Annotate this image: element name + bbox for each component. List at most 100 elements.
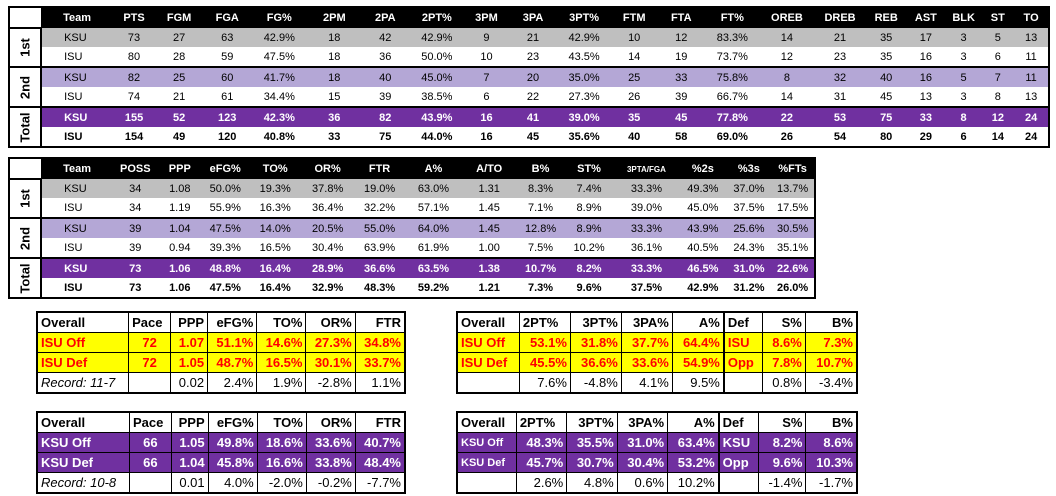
diff-cell: 7.6% xyxy=(518,372,571,394)
col-header: OR% xyxy=(305,411,356,433)
diff-cell: 0.6% xyxy=(616,472,669,494)
stat-cell: 50.0% xyxy=(201,179,250,198)
stat-cell: 33.3% xyxy=(613,258,680,278)
stat-cell: 45.5% xyxy=(518,352,571,373)
row-label: ISU Off xyxy=(456,332,520,353)
stat-cell: 35.6% xyxy=(557,127,611,148)
team-cell: KSU xyxy=(41,258,113,278)
stat-cell: 27.3% xyxy=(557,87,611,108)
stat-cell: 39 xyxy=(361,87,410,108)
stat-cell: 36.4% xyxy=(301,198,354,219)
stat-cell: 20.5% xyxy=(301,218,354,238)
diff-cell: -2.0% xyxy=(256,472,307,494)
col-header: A% xyxy=(671,311,725,333)
stat-cell: 41.7% xyxy=(251,67,308,87)
stat-cell: 7.4% xyxy=(564,179,614,198)
summary-diff-row: Record: 10-8 0.01 4.0% -2.0% -0.2% -7.7% xyxy=(36,472,406,494)
summary-header-row: Overall Pace PPP eFG% TO% OR% FTR xyxy=(36,411,406,433)
period-label: Total xyxy=(7,257,43,299)
col-header: 2PT% xyxy=(515,411,568,433)
stat-cell: 36.1% xyxy=(613,238,680,259)
stat-cell: 44.0% xyxy=(409,127,465,148)
stat-cell: 49.8% xyxy=(207,432,258,453)
table-row: ISU Def 45.5% 36.6% 33.6% 54.9% Opp 7.8% 10.7% xyxy=(456,352,858,373)
stat-cell: 36.6% xyxy=(569,352,622,373)
stat-cell: 43.9% xyxy=(679,218,727,238)
stat-cell: 31.2% xyxy=(726,278,772,299)
table-row: ISU 80 28 59 47.5% 18 36 50.0% 10 23 43.5% 14 19 73.7… xyxy=(9,47,1049,68)
table-row: ISU Off 72 1.07 51.1% 14.6% 27.3% 34.8% xyxy=(36,332,406,353)
corner-cell xyxy=(9,158,42,179)
stat-cell: 17 xyxy=(906,28,946,47)
diff-cell: -4.8% xyxy=(569,372,622,394)
col-header: FTM xyxy=(610,7,658,28)
col-header: ST% xyxy=(564,158,614,179)
team-cell: ISU xyxy=(41,87,113,108)
col-header: eFG% xyxy=(207,311,258,333)
stat-cell: 42 xyxy=(361,28,410,47)
stat-cell: 75.8% xyxy=(704,67,761,87)
col-header: %3s xyxy=(726,158,772,179)
stat-cell: 35.0% xyxy=(557,67,611,87)
stat-cell: 8.9% xyxy=(564,198,614,219)
stat-cell: 3 xyxy=(945,87,982,108)
stat-cell: 80 xyxy=(866,127,907,148)
row-label: KSU Def xyxy=(36,452,130,473)
stat-cell: 14 xyxy=(760,28,814,47)
diff-cell: 2.4% xyxy=(207,372,258,394)
team-cell: ISU xyxy=(41,127,113,148)
col-header: A% xyxy=(667,411,720,433)
stat-cell: 42.9% xyxy=(679,278,727,299)
col-header: AST xyxy=(906,7,946,28)
team-cell: KSU xyxy=(41,28,113,47)
col-header: 2PT% xyxy=(409,7,465,28)
advanced-stats-table: Team POSS PPP eFG% TO% OR% FTR A% A/TO B… xyxy=(7,157,816,299)
stat-cell: 40 xyxy=(610,127,658,148)
stat-cell: 33.8% xyxy=(305,452,356,473)
stat-cell: 6 xyxy=(464,87,509,108)
table-row: ISU 74 21 61 34.4% 15 39 38.5% 6 22 27.3% 26 39 66.7%… xyxy=(9,87,1049,108)
stat-cell: 1.05 xyxy=(170,352,209,373)
stat-cell: 24 xyxy=(1014,127,1049,148)
diff-cell xyxy=(722,372,764,394)
stat-cell: 66.7% xyxy=(704,87,761,108)
record-cell xyxy=(456,472,517,494)
stat-cell: 8 xyxy=(981,87,1015,108)
stat-cell: 1.21 xyxy=(461,278,517,299)
team-cell: ISU xyxy=(41,238,113,259)
stat-cell: 54.9% xyxy=(671,352,725,373)
stat-cell: 22 xyxy=(508,87,558,108)
stat-cell: 49.3% xyxy=(679,179,727,198)
ksu-overall-left-table: Overall Pace PPP eFG% TO% OR% FTR KSU Off 66 1.05… xyxy=(36,411,406,494)
table-row: KSU Def 45.7% 30.7% 30.4% 53.2% Opp 9.6% 10.3% xyxy=(456,452,858,473)
stat-cell: 9.6% xyxy=(758,452,807,473)
stat-cell: 9.6% xyxy=(564,278,614,299)
stat-cell: 7.8% xyxy=(762,352,806,373)
stat-cell: 40 xyxy=(361,67,410,87)
team-cell: KSU xyxy=(41,67,113,87)
stat-cell: 34 xyxy=(112,179,159,198)
stat-cell: 10 xyxy=(610,28,658,47)
stat-cell: 64.0% xyxy=(405,218,462,238)
stat-cell: 25 xyxy=(610,67,658,87)
col-header: S% xyxy=(762,311,806,333)
diff-cell: 4.1% xyxy=(620,372,673,394)
col-header: TO% xyxy=(256,311,307,333)
stat-cell: 48.3% xyxy=(515,432,568,453)
stat-cell: 33.7% xyxy=(354,352,406,373)
stat-cell: 42.9% xyxy=(409,28,465,47)
stat-cell: 7 xyxy=(981,67,1015,87)
col-header: %FTs xyxy=(771,158,815,179)
col-header: FTR xyxy=(354,411,406,433)
period-label: Total xyxy=(7,106,43,148)
stat-cell: 45 xyxy=(508,127,558,148)
corner-cell xyxy=(9,7,42,28)
stat-cell: 26 xyxy=(760,127,814,148)
stat-cell: 69.0% xyxy=(704,127,761,148)
summary-diff-row: 2.6% 4.8% 0.6% 10.2% -1.4% -1.7% xyxy=(456,472,858,494)
table-row: 2nd KSU 39 1.04 47.5% 14.0% 20.5% 55.0% 64.0% 1.4… xyxy=(7,217,815,259)
period-label: 2nd xyxy=(7,217,43,259)
col-header: PPP xyxy=(170,411,209,433)
stat-cell: 41 xyxy=(508,107,558,127)
stat-cell: 12.8% xyxy=(516,218,565,238)
